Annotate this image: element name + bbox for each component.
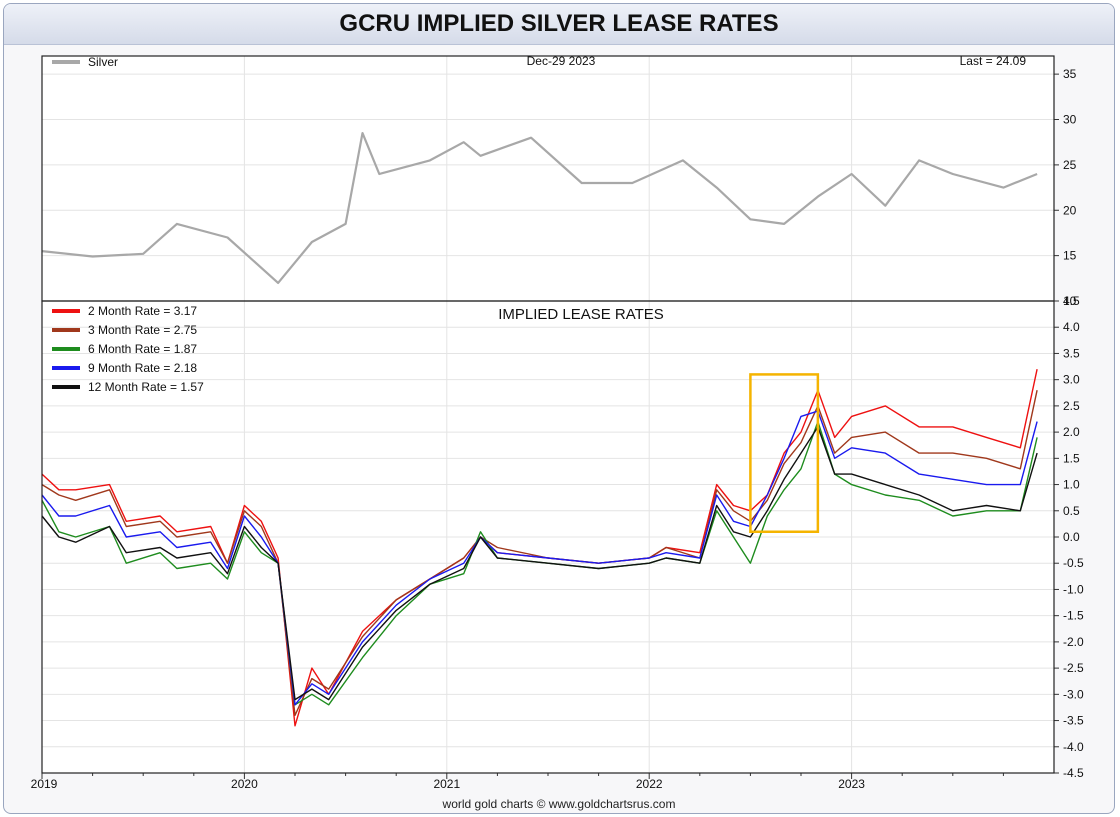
bottom-plot-border: [41, 300, 1055, 774]
x-tick-label: 2019: [31, 777, 58, 791]
x-tick-label: 2022: [636, 777, 663, 791]
top-y-tick-label: 20: [1063, 203, 1077, 217]
bottom-y-tick-label: 0.5: [1063, 504, 1080, 518]
top-y-tick-label: 35: [1063, 67, 1077, 81]
bottom-y-tick-label: -3.0: [1063, 687, 1084, 701]
bottom-y-tick-label: -1.0: [1063, 582, 1084, 596]
legend-label: 6 Month Rate = 1.87: [88, 342, 197, 356]
bottom-y-tick-label: 4.5: [1063, 294, 1080, 308]
series-line-3-month-rate: [41, 390, 1038, 716]
last-value-label: Last = 24.09: [960, 54, 1027, 68]
bottom-y-tick-label: -1.5: [1063, 609, 1084, 623]
legend-label: 12 Month Rate = 1.57: [88, 380, 204, 394]
legend-label-silver: Silver: [88, 55, 118, 69]
bottom-y-tick-label: 4.0: [1063, 320, 1080, 334]
top-y-tick-label: 25: [1063, 158, 1077, 172]
bottom-y-tick-label: 3.0: [1063, 373, 1080, 387]
chart-canvas: 2019 2020 2021 2022 2023 35 30 25 20 15 104.5 4.0 3.…: [31, 54, 1084, 791]
bottom-y-tick-label: -4.5: [1063, 766, 1084, 780]
legend-label: 9 Month Rate = 2.18: [88, 361, 197, 375]
series-line-9-month-rate: [41, 410, 1038, 706]
bottom-y-tick-label: 3.5: [1063, 346, 1080, 360]
chart-title: GCRU IMPLIED SILVER LEASE RATES: [339, 10, 779, 37]
legend-label: 2 Month Rate = 3.17: [88, 304, 197, 318]
bottom-y-tick-label: 2.0: [1063, 425, 1080, 439]
top-y-tick-label: 10: [1063, 294, 1077, 308]
bottom-y-tick-label: 2.5: [1063, 399, 1080, 413]
bottom-y-tick-label: -0.5: [1063, 556, 1084, 570]
bottom-y-tick-label: -3.5: [1063, 714, 1084, 728]
series-line-12-month-rate: [41, 426, 1038, 701]
x-tick-label: 2023: [838, 777, 865, 791]
bottom-y-tick-label: -4.0: [1063, 740, 1084, 754]
lease-rates-panel-title: IMPLIED LEASE RATES: [498, 306, 664, 323]
footer-credit: world gold charts © www.goldchartsrus.co…: [442, 797, 676, 811]
highlight-box: [749, 373, 820, 534]
top-y-tick-label: 15: [1063, 249, 1077, 263]
legend-label: 3 Month Rate = 2.75: [88, 323, 197, 337]
bottom-y-tick-label: -2.0: [1063, 635, 1084, 649]
top-plot-area: [42, 56, 1054, 301]
bottom-y-tick-label: 1.5: [1063, 451, 1080, 465]
bottom-y-tick-label: 1.0: [1063, 478, 1080, 492]
silver-price-line: [41, 132, 1038, 284]
bottom-y-tick-label: -2.5: [1063, 661, 1084, 675]
chart-window: GCRU IMPLIED SILVER LEASE RATES 2019 2020…: [3, 3, 1115, 814]
x-tick-label: 2021: [433, 777, 460, 791]
top-y-tick-label: 30: [1063, 113, 1077, 127]
title-bar: GCRU IMPLIED SILVER LEASE RATES: [4, 4, 1114, 45]
x-tick-label: 2020: [231, 777, 258, 791]
chart-date-label: Dec-29 2023: [527, 54, 596, 68]
bottom-y-tick-label: 0.0: [1063, 530, 1080, 544]
